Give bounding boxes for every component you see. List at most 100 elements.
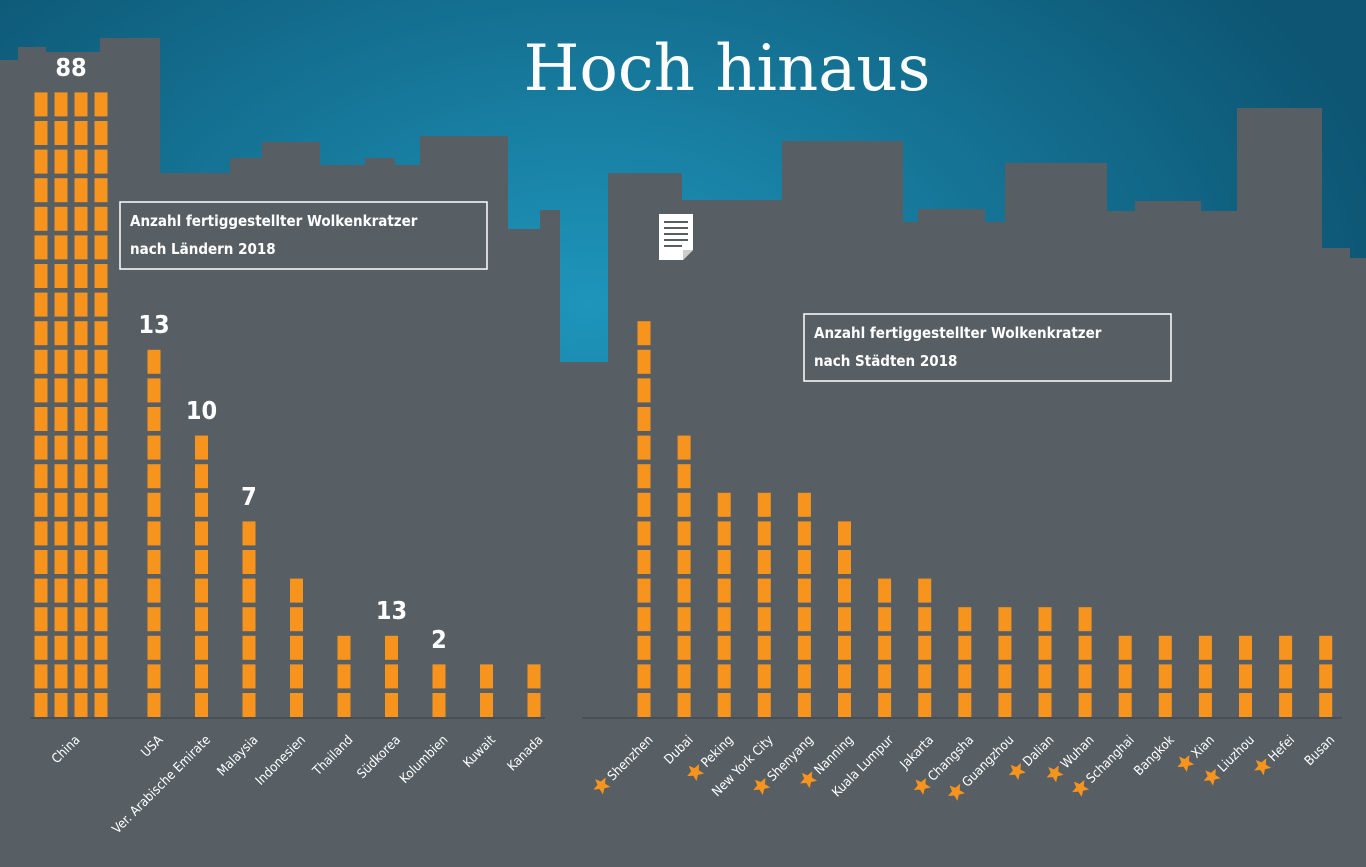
bar — [918, 578, 932, 717]
bar — [385, 635, 398, 717]
unit-block — [878, 693, 892, 717]
bar — [998, 607, 1012, 717]
unit-block — [918, 693, 932, 717]
unit-block — [54, 178, 68, 203]
unit-block — [34, 635, 48, 660]
unit-block — [74, 235, 88, 260]
unit-block — [757, 521, 771, 546]
bar — [432, 664, 446, 717]
unit-block — [195, 607, 208, 632]
star-marker — [1177, 755, 1195, 772]
bar — [1078, 607, 1092, 717]
unit-block — [242, 635, 256, 660]
unit-block — [94, 92, 108, 117]
unit-block — [1279, 664, 1293, 689]
unit-block — [878, 635, 892, 660]
bar — [290, 578, 303, 717]
data-label: 10 — [186, 396, 217, 425]
unit-block — [74, 664, 88, 689]
unit-block — [918, 664, 932, 689]
unit-block — [797, 664, 811, 689]
unit-block — [1158, 693, 1172, 717]
unit-block — [1319, 693, 1333, 717]
unit-block — [677, 578, 691, 603]
unit-block — [797, 550, 811, 574]
unit-block — [74, 407, 88, 431]
unit-block — [94, 149, 108, 174]
unit-block — [94, 635, 108, 660]
unit-block — [147, 550, 161, 574]
unit-block — [147, 578, 161, 603]
unit-block — [54, 521, 68, 546]
unit-block — [54, 149, 68, 174]
unit-block — [637, 407, 651, 431]
unit-block — [838, 693, 851, 717]
unit-block — [717, 693, 731, 717]
unit-block — [958, 693, 972, 717]
unit-block — [74, 178, 88, 203]
unit-block — [147, 464, 161, 489]
unit-block — [637, 578, 651, 603]
unit-block — [242, 664, 256, 689]
unit-block — [797, 693, 811, 717]
legend-box — [119, 201, 488, 270]
unit-block — [290, 578, 303, 603]
bar — [34, 92, 108, 717]
unit-block — [838, 521, 851, 546]
unit-block — [677, 607, 691, 632]
unit-block — [432, 693, 446, 717]
unit-block — [1078, 693, 1092, 717]
unit-block — [34, 521, 48, 546]
unit-block — [147, 607, 161, 632]
unit-block — [34, 492, 48, 517]
bar — [147, 349, 161, 717]
unit-block — [195, 521, 208, 546]
unit-block — [54, 235, 68, 260]
unit-block — [998, 635, 1012, 660]
unit-block — [147, 492, 161, 517]
unit-block — [998, 664, 1012, 689]
unit-block — [74, 550, 88, 574]
unit-block — [195, 464, 208, 489]
unit-block — [637, 321, 651, 346]
bar — [242, 521, 256, 717]
unit-block — [34, 550, 48, 574]
unit-block — [797, 492, 811, 517]
unit-block — [54, 435, 68, 460]
unit-block — [757, 693, 771, 717]
unit-block — [94, 521, 108, 546]
unit-block — [94, 121, 108, 145]
unit-block — [34, 693, 48, 717]
data-label: 2 — [431, 625, 447, 654]
unit-block — [74, 92, 88, 117]
unit-block — [1038, 607, 1052, 632]
unit-block — [757, 664, 771, 689]
unit-block — [242, 693, 256, 717]
bar — [1118, 635, 1132, 717]
unit-block — [797, 521, 811, 546]
bar — [637, 321, 651, 717]
unit-block — [94, 435, 108, 460]
unit-block — [94, 235, 108, 260]
unit-block — [74, 264, 88, 288]
unit-block — [34, 121, 48, 145]
unit-block — [290, 693, 303, 717]
star-marker — [1046, 765, 1064, 783]
unit-block — [958, 664, 972, 689]
unit-block — [94, 292, 108, 317]
unit-block — [34, 578, 48, 603]
unit-block — [242, 521, 256, 546]
unit-block — [34, 178, 48, 203]
unit-block — [195, 435, 208, 460]
unit-block — [54, 464, 68, 489]
unit-block — [290, 635, 303, 660]
unit-block — [54, 407, 68, 431]
unit-block — [74, 121, 88, 145]
unit-block — [147, 693, 161, 717]
unit-block — [1158, 635, 1172, 660]
unit-block — [34, 149, 48, 174]
unit-block — [677, 492, 691, 517]
unit-block — [918, 635, 932, 660]
unit-block — [94, 407, 108, 431]
